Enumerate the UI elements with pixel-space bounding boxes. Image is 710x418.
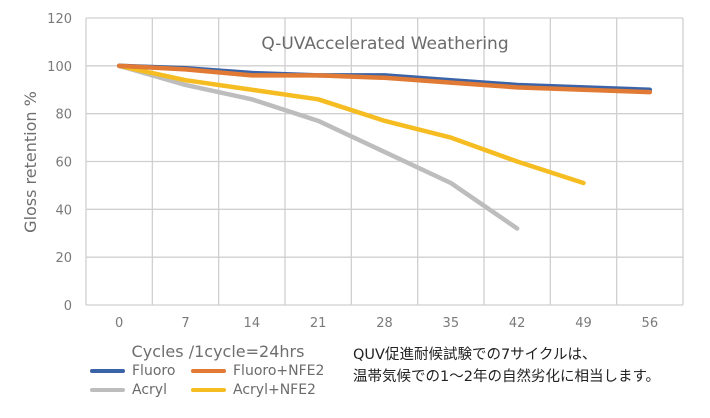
series-line-acryl-nfe2 [116, 63, 586, 186]
x-tick-label: 56 [642, 316, 659, 331]
y-tick-label: 0 [64, 299, 72, 314]
x-tick-label: 28 [376, 316, 393, 331]
legend-swatch-fluoro-nfe2 [191, 369, 226, 373]
y-axis-label: Gloss retention % [21, 91, 40, 233]
legend-label: Acryl+NFE2 [233, 382, 316, 398]
series-lines [116, 63, 653, 231]
legend-swatch-fluoro [90, 369, 125, 373]
x-tick-label: 49 [575, 316, 592, 331]
x-tick-label: 35 [443, 316, 460, 331]
x-tick-label: 21 [310, 316, 327, 331]
y-tick-label: 40 [55, 203, 72, 218]
y-tick-label: 120 [47, 12, 72, 27]
legend-label: Acryl [132, 382, 167, 398]
series-line-acryl [116, 63, 520, 231]
y-tick-label: 60 [55, 156, 72, 171]
legend-item-fluoro-nfe2: Fluoro+NFE2 [191, 363, 324, 379]
y-tick-label: 20 [55, 251, 72, 266]
legend-item-acryl: Acryl [90, 382, 167, 398]
chart-title: Q-UVAccelerated Weathering [261, 34, 508, 54]
x-axis-ticks: 0 7 14 21 28 35 42 49 56 [115, 316, 658, 331]
y-axis-ticks: 0 20 40 60 80 100 120 [47, 12, 72, 314]
note-line-1: QUV促進耐候試験での7サイクルは、 [353, 347, 597, 363]
legend-swatch-acryl-nfe2 [191, 388, 226, 392]
x-axis-label: Cycles /1cycle=24hrs [132, 342, 305, 361]
note-line-2: 温帯気候での1～2年の自然劣化に相当します。 [353, 369, 660, 385]
grid [85, 17, 684, 306]
x-tick-label: 7 [181, 316, 189, 331]
legend-item-fluoro: Fluoro [90, 363, 175, 379]
legend-item-acryl-nfe2: Acryl+NFE2 [191, 382, 316, 398]
y-tick-label: 100 [47, 60, 72, 75]
x-tick-label: 14 [244, 316, 261, 331]
x-tick-label: 0 [115, 316, 123, 331]
x-tick-label: 42 [509, 316, 526, 331]
legend-label: Fluoro+NFE2 [233, 363, 325, 379]
note-text: QUV促進耐候試験での7サイクルは、 温帯気候での1～2年の自然劣化に相当します… [353, 344, 660, 388]
legend-swatch-acryl [90, 388, 125, 392]
series-line-fluoro-nfe2 [116, 63, 653, 95]
y-tick-label: 80 [55, 108, 72, 123]
legend-label: Fluoro [132, 363, 176, 379]
